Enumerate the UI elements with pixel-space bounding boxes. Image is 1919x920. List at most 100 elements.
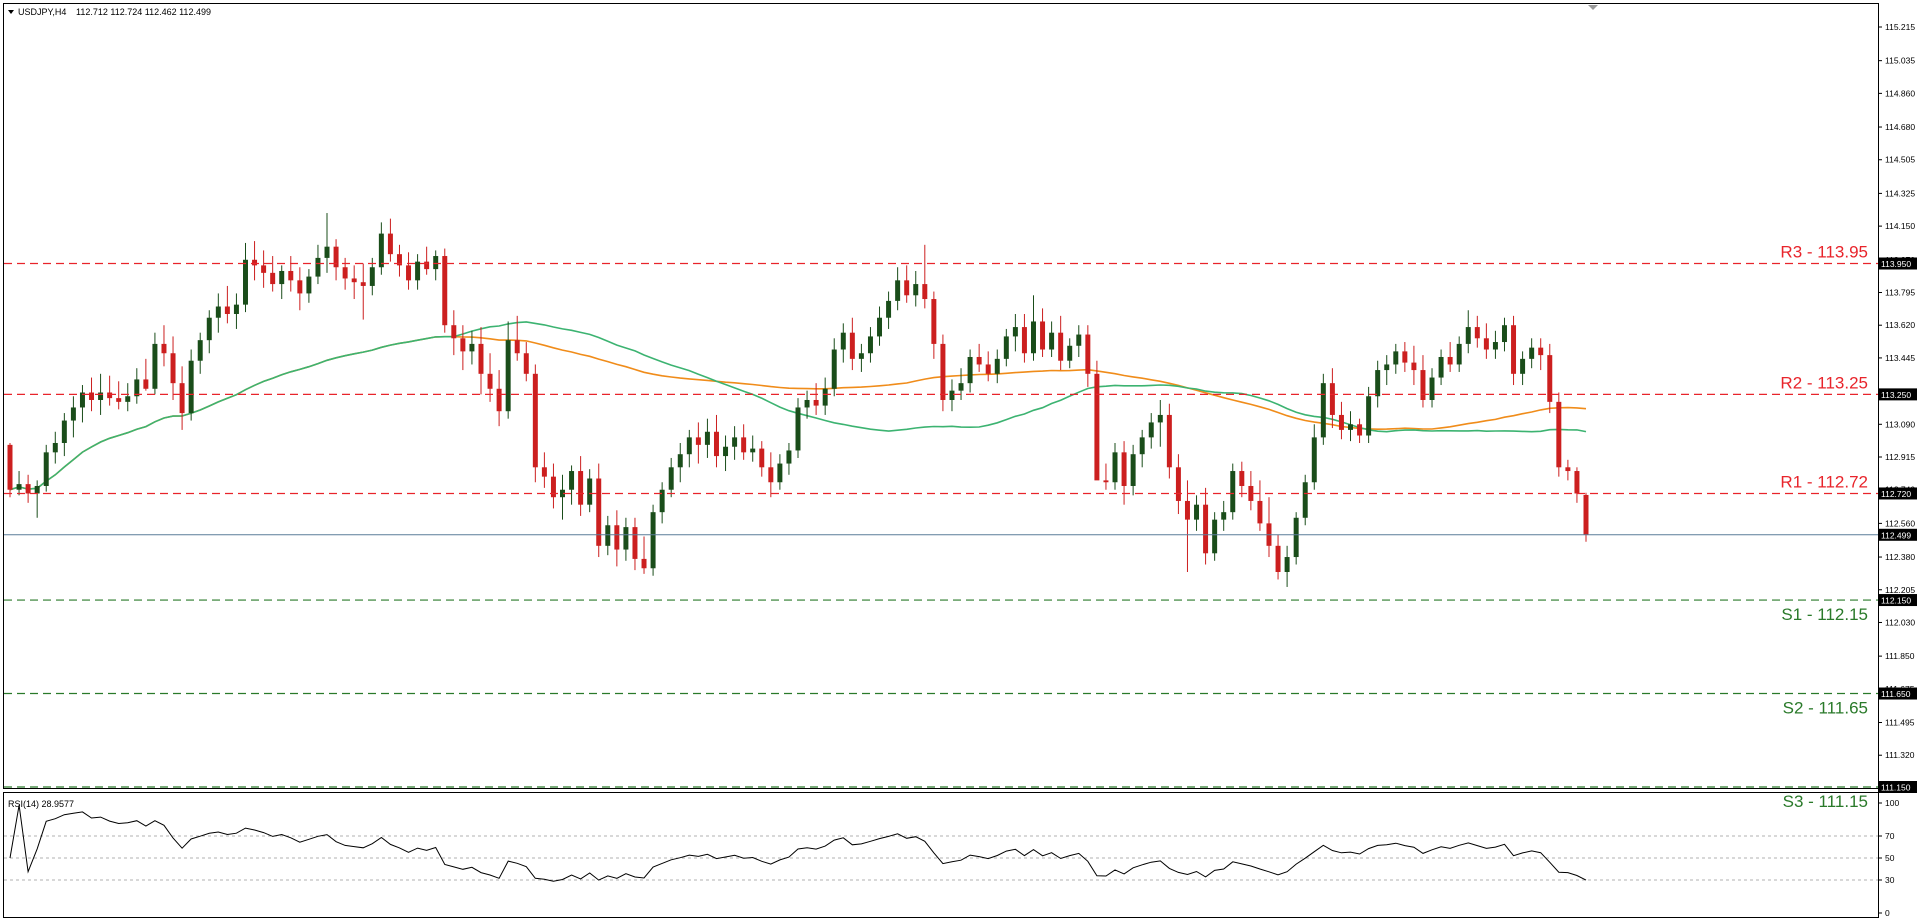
candle-bear <box>1085 334 1091 374</box>
candle-bear <box>1121 452 1127 486</box>
candle-bull <box>1456 343 1462 365</box>
candle-bull <box>16 484 22 490</box>
candle-bull <box>306 276 312 294</box>
candle-bear <box>578 471 584 505</box>
level-label: S3 - 111.15 <box>1783 792 1868 811</box>
candle-bull <box>125 396 131 402</box>
candle-bear <box>406 265 412 281</box>
candle-bull <box>1529 347 1535 359</box>
candle-bear <box>550 476 556 498</box>
price-tick-label: 111.320 <box>1885 750 1915 760</box>
level-price-tag-text: 111.650 <box>1881 689 1911 699</box>
candle-bull <box>1012 327 1018 337</box>
candle-bear <box>1239 471 1245 486</box>
candle-bull <box>668 467 674 490</box>
candle-bull <box>243 259 248 305</box>
price-axis: 115.215 115.035 114.860 114.680 114.505 114.3… <box>1878 22 1915 792</box>
level-price-tag-text: 113.950 <box>1881 259 1911 269</box>
candle-bull <box>1067 345 1073 361</box>
candle-bear <box>1275 545 1281 572</box>
price-tick-label: 115.215 <box>1885 22 1915 32</box>
price-tick-label: 112.560 <box>1885 518 1915 528</box>
candle-bull <box>786 450 792 464</box>
candle-bear <box>1583 494 1589 535</box>
candle-bear <box>1329 383 1335 415</box>
candle-bear <box>849 332 855 359</box>
chevron-down-icon[interactable] <box>8 10 14 14</box>
candle-bull <box>587 478 593 505</box>
candle-bull <box>867 336 873 354</box>
candle-bear <box>1402 351 1408 363</box>
candle-bear <box>713 431 719 457</box>
candle-bull <box>206 317 212 341</box>
candle-bear <box>1175 467 1181 501</box>
level-price-tag-text: 112.720 <box>1881 489 1911 499</box>
candle-bear <box>1338 414 1344 430</box>
candle-bull <box>233 304 239 314</box>
candle-bear <box>297 280 303 294</box>
candle-bull <box>1393 351 1399 365</box>
candle-bull <box>650 512 656 569</box>
candle-bull <box>61 420 67 443</box>
candle-bull <box>623 527 629 550</box>
rsi-tick-label: 30 <box>1885 875 1895 885</box>
candle-bear <box>1040 321 1046 350</box>
candle-bear <box>179 383 185 414</box>
candle-bear <box>768 467 774 483</box>
candle-bull <box>777 463 783 483</box>
level-price-tag-text: 112.150 <box>1881 596 1911 606</box>
candle-bull <box>1492 342 1498 350</box>
candle-bull <box>913 284 919 296</box>
candle-bull <box>1320 383 1326 438</box>
candle-bull <box>840 332 846 350</box>
candle-bull <box>1348 424 1353 430</box>
symbol-label: USDJPY,H4 <box>18 7 66 17</box>
price-tick-label: 111.850 <box>1885 651 1915 661</box>
candle-bull <box>994 358 1000 374</box>
candle-bull <box>1284 557 1290 572</box>
candle-bull <box>958 383 964 391</box>
level-price-tag <box>1879 257 1917 270</box>
candle-bear <box>442 256 448 326</box>
candle-bear <box>116 398 122 402</box>
candle-bull <box>732 437 738 447</box>
candle-bear <box>25 484 31 494</box>
current-price-tag <box>1879 528 1917 541</box>
candle-bear <box>1257 500 1263 524</box>
scroll-marker-icon[interactable] <box>1588 5 1598 10</box>
candle-bear <box>1184 500 1190 520</box>
candle-bull <box>686 437 692 455</box>
support-resistance-levels: R3 - 113.95 113.950 R2 - 113.25 113.250 R1 -… <box>4 243 1917 811</box>
candle-bear <box>1483 338 1489 350</box>
candle-bull <box>1375 370 1381 397</box>
candle-bear <box>170 353 176 384</box>
candle-bull <box>469 343 475 352</box>
level-price-tag-text: 111.150 <box>1881 783 1911 793</box>
candle-bear <box>89 392 95 400</box>
price-tick-label: 114.860 <box>1885 88 1915 98</box>
candle-bull <box>858 353 864 359</box>
candle-bear <box>487 373 493 389</box>
candle-bear <box>351 278 357 283</box>
candle-bull <box>1212 519 1218 554</box>
rsi-tick-label: 70 <box>1885 831 1895 841</box>
candle-bear <box>1203 504 1209 554</box>
candle-bear <box>1103 480 1109 483</box>
candle-bull <box>1384 364 1390 371</box>
level-label: R3 - 113.95 <box>1780 243 1868 262</box>
candle-bull <box>750 448 756 453</box>
candle-bull <box>1465 327 1471 344</box>
candle-bear <box>1357 424 1363 436</box>
candle-bull <box>98 392 104 400</box>
candle-bear <box>1547 355 1553 402</box>
ohlc-label: 112.712 112.724 112.462 112.499 <box>76 7 211 17</box>
candle-bear <box>922 284 928 300</box>
candle-bull <box>52 442 58 453</box>
candle-bull <box>1311 437 1317 483</box>
candle-bull <box>324 246 330 258</box>
candle-bear <box>143 379 149 389</box>
candle-bear <box>288 270 294 281</box>
level-price-tag <box>1879 487 1917 500</box>
candle-bear <box>940 343 946 400</box>
